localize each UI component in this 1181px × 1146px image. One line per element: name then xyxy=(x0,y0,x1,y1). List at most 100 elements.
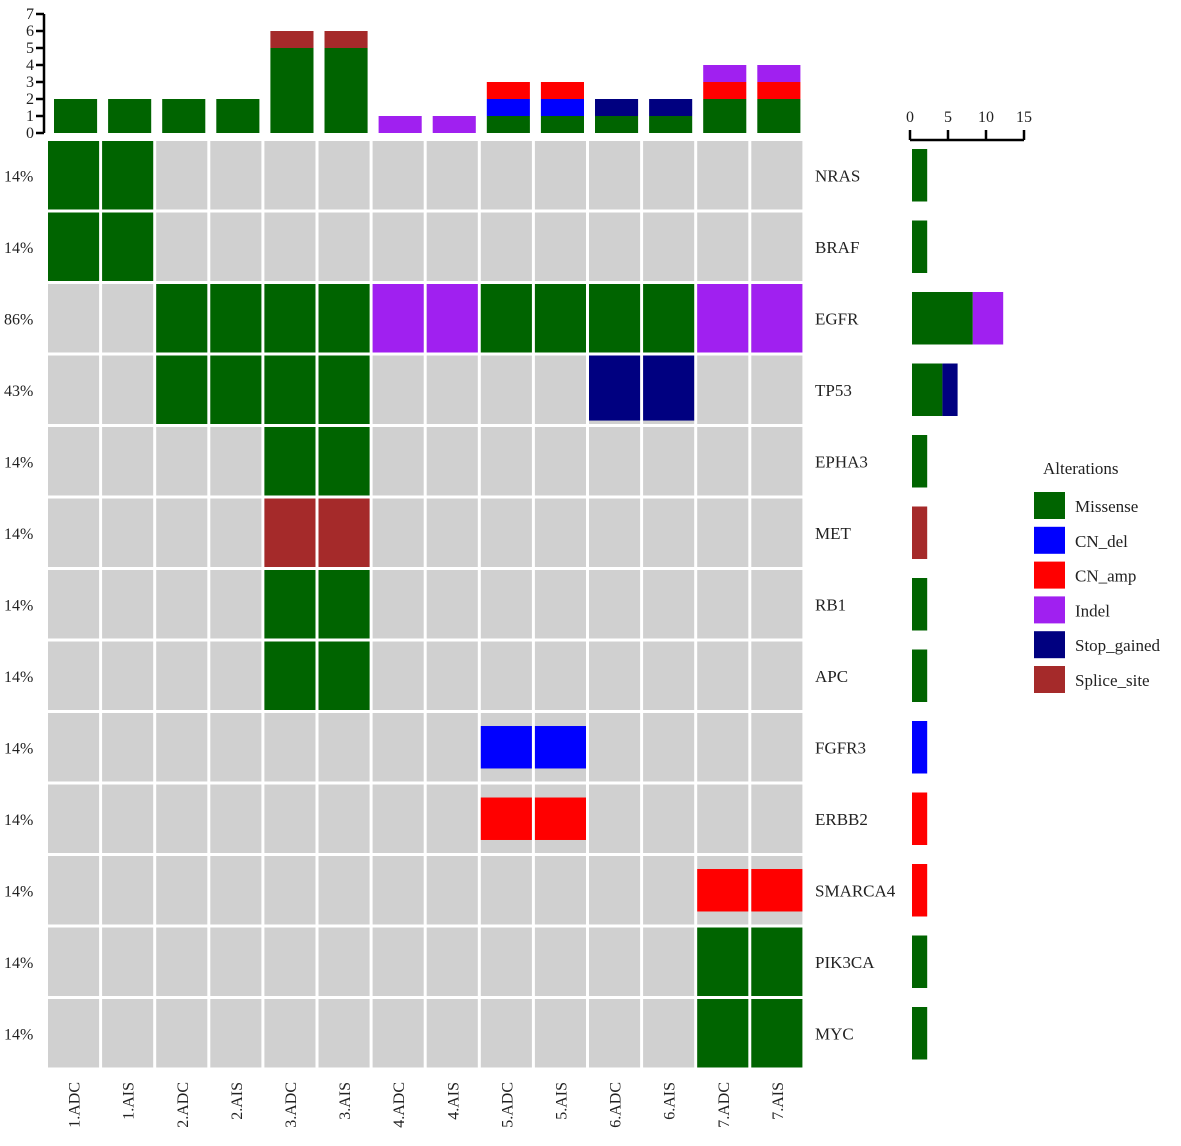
cell-pik3ca-5-adc xyxy=(480,927,532,996)
cell-smarca4-4-ais xyxy=(426,856,478,925)
cell-rb1-1-adc xyxy=(48,570,100,639)
top-bar-6-adc-stop-gained xyxy=(595,99,639,116)
cell-braf-7-adc xyxy=(697,212,749,281)
cell-rb1-5-ais xyxy=(534,570,586,639)
cell-fgfr3-4-adc xyxy=(372,713,424,782)
cell-pik3ca-5-ais xyxy=(534,927,586,996)
cell-myc-3-adc xyxy=(264,999,316,1068)
cell-myc-1-adc xyxy=(48,999,100,1068)
cell-fgfr3-1-ais xyxy=(102,713,154,782)
cell-met-4-adc xyxy=(372,498,424,567)
sample-label-2-adc: 2.ADC xyxy=(175,1082,192,1128)
top-bar-3-adc-splice-site xyxy=(270,31,314,48)
cell-myc-3-ais xyxy=(318,999,370,1068)
gene-labels: NRAS BRAF EGFR TP53 EPHA3 MET RB1 APC FGFR3 ERBB2… xyxy=(815,166,896,1043)
cell-braf-6-ais xyxy=(643,212,695,281)
cell-braf-5-ais xyxy=(534,212,586,281)
alteration-erbb2-5-adc xyxy=(480,797,532,840)
side-bar-braf-missense xyxy=(912,220,928,273)
cell-erbb2-7-ais xyxy=(751,784,803,853)
cell-fgfr3-3-adc xyxy=(264,713,316,782)
top-axis-label-7: 7 xyxy=(26,6,34,23)
cell-met-6-adc xyxy=(589,498,641,567)
cell-tp53-1-ais xyxy=(102,355,154,424)
alteration-rb1-3-adc xyxy=(264,570,316,639)
cell-erbb2-6-adc xyxy=(589,784,641,853)
alteration-egfr-6-adc xyxy=(589,284,641,353)
cell-braf-3-ais xyxy=(318,212,370,281)
alteration-egfr-5-ais xyxy=(534,284,586,353)
cell-tp53-4-ais xyxy=(426,355,478,424)
cell-rb1-2-ais xyxy=(210,570,262,639)
alteration-braf-1-adc xyxy=(48,212,100,281)
cell-erbb2-4-ais xyxy=(426,784,478,853)
side-bar-erbb2-cn-amp xyxy=(912,792,928,845)
alteration-epha3-3-ais xyxy=(318,427,370,496)
cell-erbb2-4-adc xyxy=(372,784,424,853)
top-bar-5-ais-cn-amp xyxy=(540,82,584,99)
cell-smarca4-3-adc xyxy=(264,856,316,925)
cell-apc-1-adc xyxy=(48,641,100,710)
cell-braf-2-adc xyxy=(156,212,208,281)
cell-pik3ca-1-ais xyxy=(102,927,154,996)
cell-apc-7-adc xyxy=(697,641,749,710)
alteration-pik3ca-7-adc xyxy=(697,927,749,996)
cell-nras-2-adc xyxy=(156,141,208,210)
cell-epha3-7-adc xyxy=(697,427,749,496)
cell-braf-5-adc xyxy=(480,212,532,281)
top-bar-3-ais-missense xyxy=(324,48,368,133)
cell-tp53-7-ais xyxy=(751,355,803,424)
top-bar-1-adc-missense xyxy=(54,99,98,133)
legend-label-stop-gained: Stop_gained xyxy=(1075,636,1160,655)
alteration-egfr-4-ais xyxy=(426,284,478,353)
cell-erbb2-6-ais xyxy=(643,784,695,853)
cell-met-6-ais xyxy=(643,498,695,567)
cell-apc-4-ais xyxy=(426,641,478,710)
cell-epha3-1-ais xyxy=(102,427,154,496)
alteration-tp53-3-ais xyxy=(318,355,370,424)
cell-tp53-7-adc xyxy=(697,355,749,424)
sample-label-4-ais: 4.AIS xyxy=(445,1082,462,1120)
cell-erbb2-3-adc xyxy=(264,784,316,853)
cell-erbb2-1-adc xyxy=(48,784,100,853)
legend-swatch-indel xyxy=(1034,596,1065,624)
cell-epha3-5-ais xyxy=(534,427,586,496)
cell-erbb2-2-ais xyxy=(210,784,262,853)
gene-label-erbb2: ERBB2 xyxy=(815,810,868,829)
cell-pik3ca-1-adc xyxy=(48,927,100,996)
cell-epha3-4-adc xyxy=(372,427,424,496)
cell-tp53-5-ais xyxy=(534,355,586,424)
alteration-rb1-3-ais xyxy=(318,570,370,639)
sample-label-5-adc: 5.ADC xyxy=(499,1082,516,1128)
cell-rb1-6-adc xyxy=(589,570,641,639)
legend-label-missense: Missense xyxy=(1075,497,1138,516)
alteration-nras-1-adc xyxy=(48,141,100,210)
cell-braf-2-ais xyxy=(210,212,262,281)
cell-pik3ca-6-adc xyxy=(589,927,641,996)
cell-nras-5-adc xyxy=(480,141,532,210)
percent-label-smarca4: 14% xyxy=(4,883,33,900)
cell-pik3ca-2-adc xyxy=(156,927,208,996)
alteration-tp53-6-ais xyxy=(643,355,695,421)
cell-apc-4-adc xyxy=(372,641,424,710)
percent-label-pik3ca: 14% xyxy=(4,955,33,972)
alteration-egfr-2-adc xyxy=(156,284,208,353)
top-bar-4-ais-indel xyxy=(432,116,476,133)
alteration-smarca4-7-ais xyxy=(751,869,803,912)
alteration-pik3ca-7-ais xyxy=(751,927,803,996)
alteration-egfr-3-ais xyxy=(318,284,370,353)
cell-pik3ca-2-ais xyxy=(210,927,262,996)
cell-smarca4-5-ais xyxy=(534,856,586,925)
top-bar-3-ais-splice-site xyxy=(324,31,368,48)
top-bar-6-adc-missense xyxy=(595,116,639,133)
cell-myc-4-ais xyxy=(426,999,478,1068)
cell-epha3-4-ais xyxy=(426,427,478,496)
percent-label-braf: 14% xyxy=(4,240,33,257)
cell-pik3ca-4-adc xyxy=(372,927,424,996)
alteration-tp53-2-adc xyxy=(156,355,208,424)
side-bar-chart xyxy=(912,149,1004,1060)
cell-rb1-2-adc xyxy=(156,570,208,639)
alteration-tp53-6-adc xyxy=(589,355,641,421)
cell-myc-1-ais xyxy=(102,999,154,1068)
